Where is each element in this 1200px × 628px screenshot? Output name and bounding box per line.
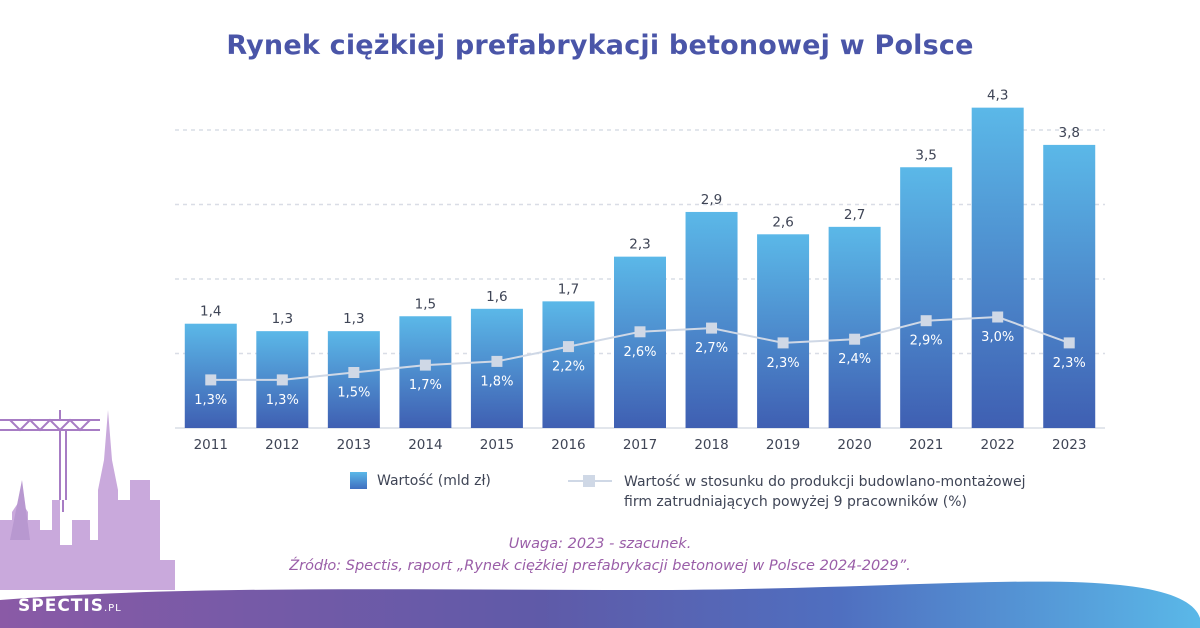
bar (614, 256, 666, 428)
bar-value-labels: 1,4 1,3 1,3 1,5 1,6 1,7 2,3 2,9 2,6 2,7 3,5 4,3 3,8 (200, 88, 1080, 327)
line-value-label: 1,3% (266, 393, 299, 408)
note-source: Źródło: Spectis, raport „Rynek ciężkiej … (289, 558, 911, 574)
legend-line-label: Wartość w stosunku do produkcji budowlan… (624, 472, 1104, 512)
line-value-label: 1,3% (194, 393, 227, 408)
bar-value-label: 1,5 (415, 296, 436, 312)
x-tick-label: 2020 (837, 437, 871, 453)
line-point-marker (992, 311, 1004, 323)
city-skyline-decoration (0, 410, 175, 590)
legend-line-label-1: Wartość w stosunku do produkcji budowlan… (624, 474, 1026, 490)
crane-icon (0, 410, 100, 512)
x-tick-label: 2013 (337, 437, 371, 453)
bar (327, 331, 380, 428)
line-point-marker (348, 367, 360, 378)
line-point-marker (920, 315, 932, 327)
bar (470, 308, 523, 428)
bar-value-label: 1,6 (486, 289, 507, 305)
x-tick-label: 2021 (909, 437, 943, 453)
bar-value-label: 2,3 (629, 237, 650, 253)
bar-value-label: 2,9 (701, 192, 722, 208)
bar-value-label: 1,3 (272, 311, 293, 327)
legend-bar-label: Wartość (mld zł) (377, 472, 491, 489)
line-value-label: 2,3% (767, 356, 800, 371)
bar (399, 316, 452, 428)
line-value-label: 3,0% (981, 330, 1014, 345)
bar-value-label: 2,7 (844, 207, 865, 223)
x-axis-ticks: 2011 2012 2013 2014 2015 2016 2017 2018 2019 2020… (194, 437, 1087, 453)
bar-value-label: 3,5 (915, 147, 936, 163)
x-tick-label: 2012 (265, 437, 299, 453)
legend-bar-swatch (350, 472, 367, 489)
bars (184, 107, 1096, 429)
line-point-marker (634, 326, 646, 338)
chart-title: Rynek ciężkiej prefabrykacji betonowej w… (226, 30, 974, 61)
line-point-marker (706, 322, 718, 334)
x-tick-label: 2018 (694, 437, 728, 453)
note-estimate: Uwaga: 2023 - szacunek. (508, 536, 692, 552)
bar-value-label: 1,3 (343, 311, 364, 327)
line-value-label: 2,9% (910, 334, 943, 349)
line-point-marker (562, 341, 574, 353)
brand-logo[interactable]: SPECTIS.PL (18, 596, 122, 616)
bar (542, 301, 595, 428)
brand-suffix: .PL (103, 603, 122, 614)
line-value-label: 2,3% (1053, 356, 1086, 371)
bar (685, 211, 738, 428)
line-value-label: 1,5% (337, 386, 370, 401)
legend-line-label-2: firm zatrudniających powyżej 9 pracownik… (624, 494, 968, 510)
bar (1043, 144, 1096, 428)
x-tick-label: 2019 (766, 437, 800, 453)
line-point-marker (849, 333, 861, 345)
line-value-label: 2,2% (552, 360, 585, 375)
bar-value-label: 3,8 (1058, 125, 1079, 141)
line-point-marker (419, 359, 431, 371)
line-point-marker (205, 374, 217, 386)
line-point-marker (491, 355, 503, 367)
x-tick-label: 2023 (1052, 437, 1086, 453)
x-tick-label: 2022 (981, 437, 1015, 453)
line-point-marker (276, 374, 288, 386)
line-point-marker (1063, 337, 1075, 349)
legend-line-item: Wartość w stosunku do produkcji budowlan… (568, 472, 1104, 512)
bar-value-label: 1,4 (200, 304, 221, 320)
bar-value-label: 2,6 (772, 214, 793, 230)
bar (828, 226, 881, 428)
x-tick-label: 2016 (551, 437, 585, 453)
x-tick-label: 2017 (623, 437, 657, 453)
legend-line-marker (568, 472, 612, 490)
line-value-label: 2,6% (623, 345, 656, 360)
line-value-label: 2,4% (838, 352, 871, 367)
bar-value-label: 4,3 (987, 88, 1008, 104)
line-value-label: 1,8% (480, 374, 513, 389)
brand-name: SPECTIS (18, 596, 104, 616)
line-point-marker (777, 337, 789, 349)
bar (900, 167, 953, 428)
bar-value-label: 1,7 (558, 281, 579, 297)
footer-band (0, 581, 1200, 628)
bar (757, 234, 810, 428)
x-tick-label: 2011 (194, 437, 228, 453)
x-tick-label: 2015 (480, 437, 514, 453)
line-value-label: 2,7% (695, 341, 728, 356)
percentage-line: 1,3% 1,3% 1,5% 1,7% 1,8% 2,2% 2,6% 2,7% 2,3% 2,4%… (194, 311, 1086, 408)
legend-bar-item: Wartość (mld zł) (350, 472, 491, 489)
x-tick-label: 2014 (408, 437, 442, 453)
bar (971, 107, 1024, 429)
line-value-label: 1,7% (409, 378, 442, 393)
